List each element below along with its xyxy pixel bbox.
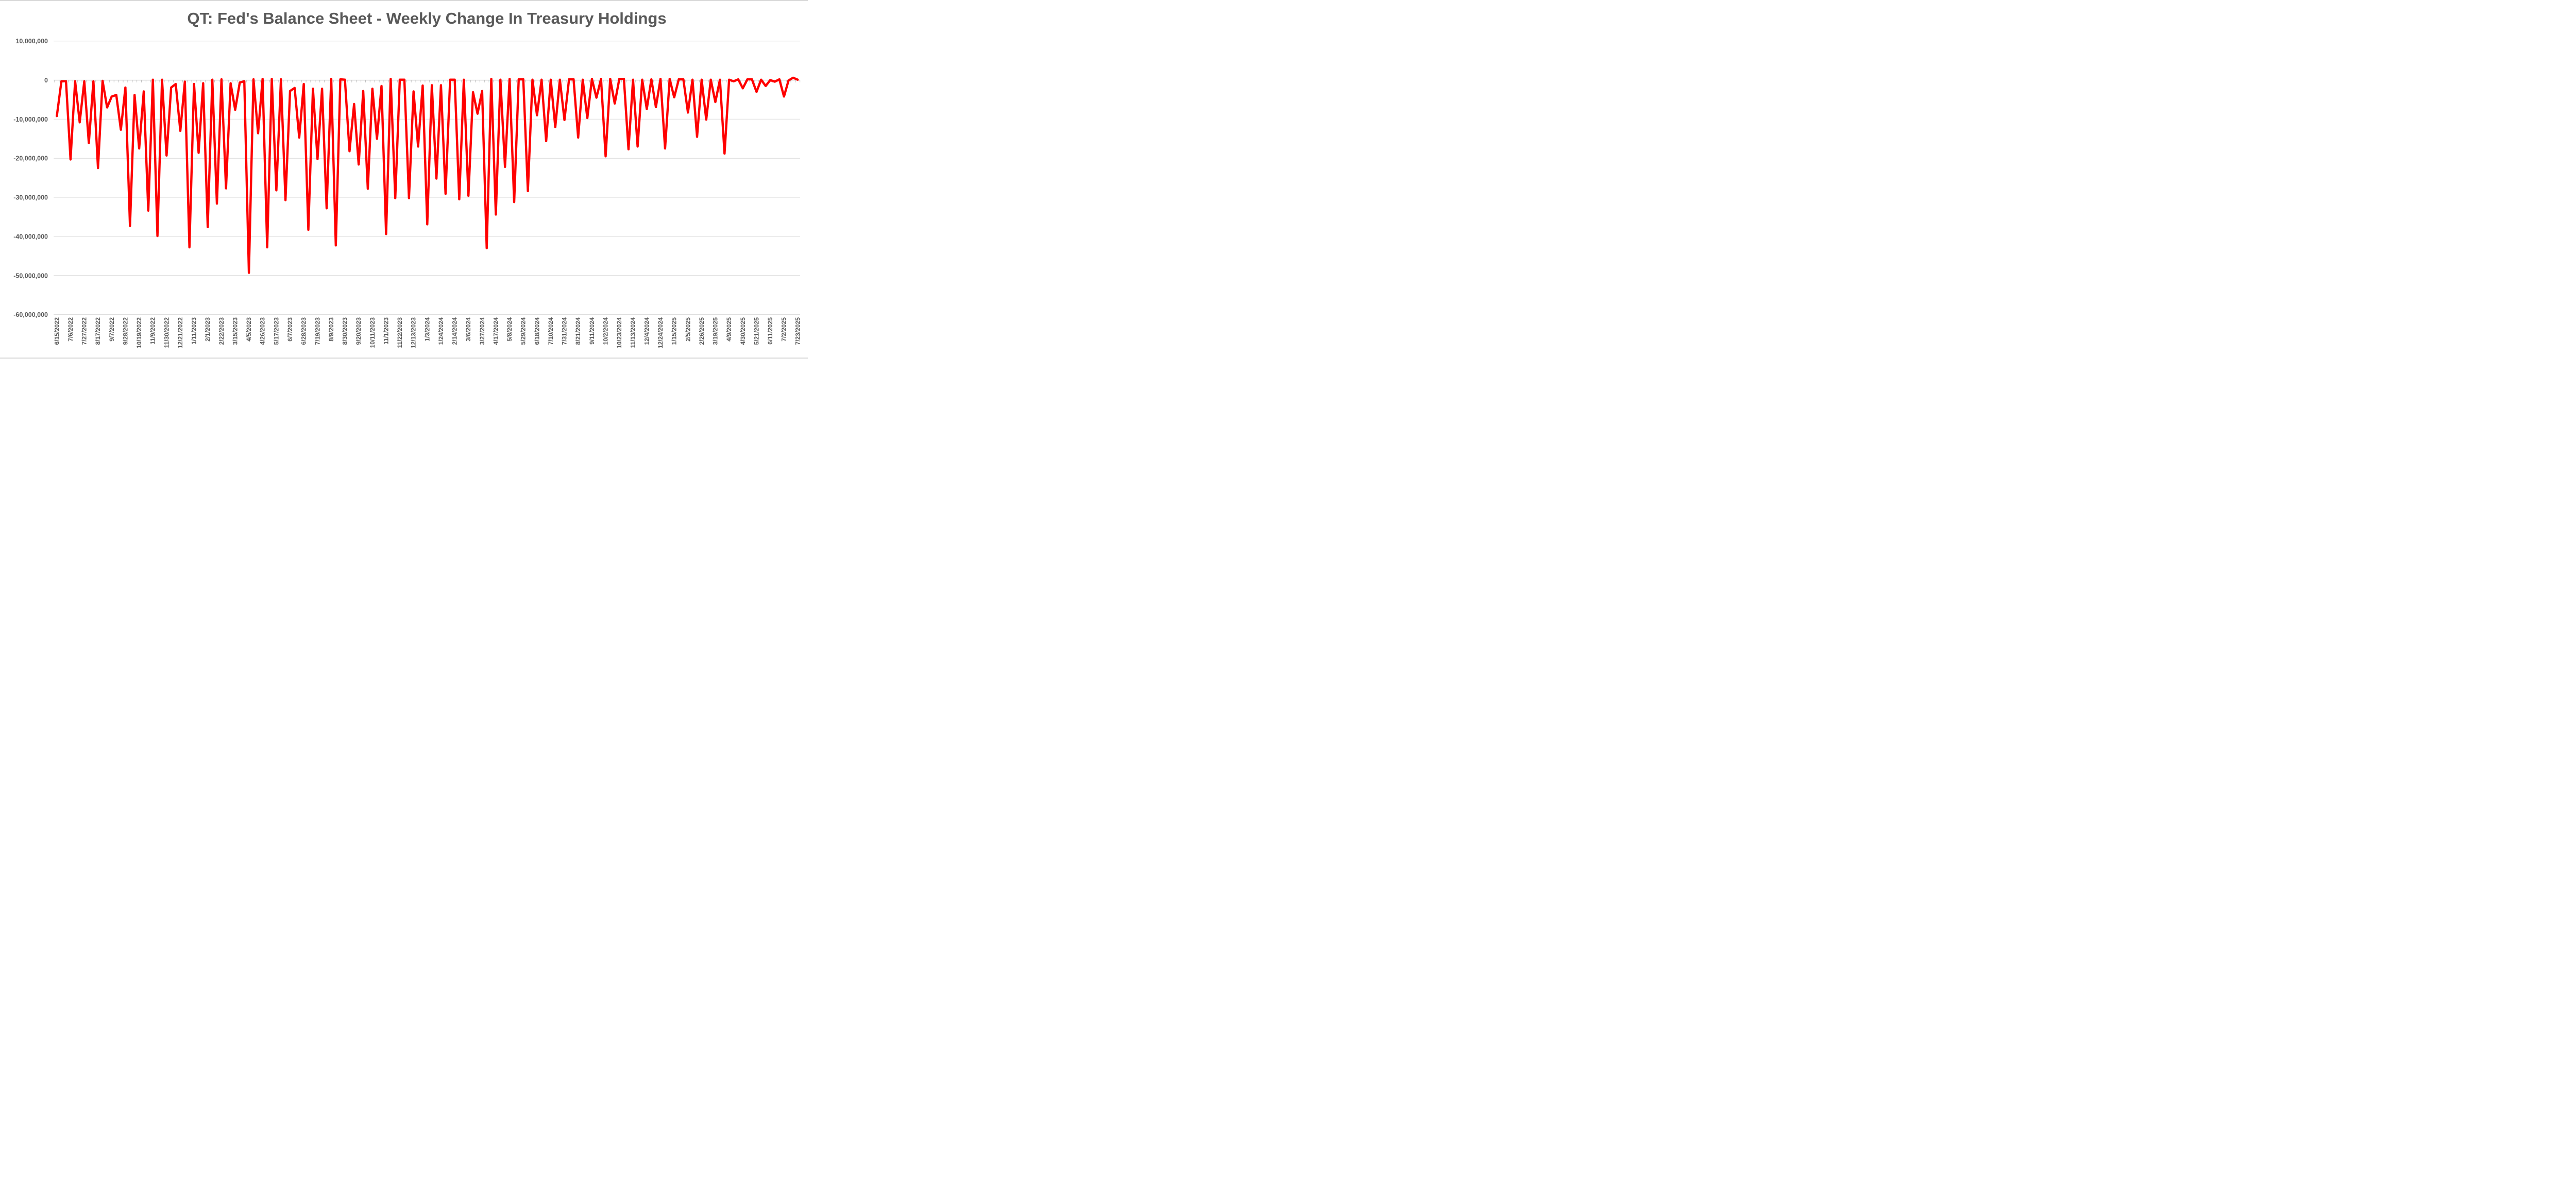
x-axis-label: 4/30/2025 [739,317,747,345]
x-axis-label: 5/29/2024 [520,317,527,345]
x-axis-label: 1/3/2024 [423,317,431,342]
x-axis-label: 6/15/2022 [53,317,60,345]
x-axis-label: 2/14/2024 [451,317,459,345]
x-axis-label: 11/9/2022 [149,317,157,345]
x-axis-label: 1/15/2025 [671,317,678,345]
x-axis-label: 5/21/2025 [753,317,760,345]
x-axis-label: 2/1/2023 [204,317,211,342]
x-axis-label: 12/24/2024 [657,317,664,348]
x-axis-label: 5/8/2024 [506,317,513,342]
x-axis-label: 11/1/2023 [382,317,389,345]
chart-frame: QT: Fed's Balance Sheet - Weekly Change … [0,0,808,359]
x-axis-label: 4/17/2024 [492,317,499,345]
x-axis-label: 5/17/2023 [273,317,280,345]
x-axis-label: 11/22/2023 [396,317,403,348]
x-axis-label: 4/9/2025 [725,317,733,342]
x-axis-label: 3/27/2024 [479,317,486,345]
x-axis-label: 10/2/2024 [602,317,609,345]
x-axis-label: 7/6/2022 [67,317,74,342]
chart-title: QT: Fed's Balance Sheet - Weekly Change … [187,9,667,27]
x-axis-label: 1/11/2023 [191,317,198,345]
x-axis-label: 2/22/2023 [218,317,225,345]
x-axis-label: 8/17/2022 [94,317,101,345]
y-axis-label: -60,000,000 [13,311,48,318]
y-axis-label: -20,000,000 [13,155,48,162]
x-axis-label: 7/10/2024 [547,317,554,345]
x-axis-label: 10/23/2024 [616,317,623,348]
y-axis-label: 0 [44,77,48,84]
x-axis-label: 12/13/2023 [410,317,417,348]
x-axis-label: 12/4/2024 [643,317,650,345]
x-axis-label: 2/5/2025 [684,317,691,342]
series-line-weekly-change-in-treasury-holdings [56,76,799,274]
x-axis-label: 3/15/2023 [232,317,239,345]
x-axis-label: 9/28/2022 [122,317,129,345]
x-axis-label: 8/21/2024 [574,317,582,345]
x-axis-label: 6/28/2023 [300,317,308,345]
x-axis-label: 7/2/2025 [781,317,788,342]
x-axis-label: 8/30/2023 [342,317,349,345]
x-axis-label: 6/11/2025 [767,317,774,345]
x-axis-label: 7/23/2025 [794,317,801,345]
x-axis-label: 4/5/2023 [245,317,252,342]
x-axis-label: 3/19/2025 [712,317,719,345]
x-axis-label: 11/13/2024 [630,317,637,348]
y-axis-label: -30,000,000 [13,194,48,201]
y-axis-label: 10,000,000 [15,38,48,45]
x-axis-label: 2/26/2025 [698,317,705,345]
y-axis-label: -50,000,000 [13,272,48,279]
x-axis-label: 3/6/2024 [465,317,472,342]
x-axis-label: 7/31/2024 [561,317,568,345]
x-axis-label: 10/11/2023 [369,317,376,348]
x-axis-label: 9/20/2023 [355,317,362,345]
x-axis-label: 6/7/2023 [286,317,294,342]
x-axis-label: 12/21/2022 [177,317,184,348]
y-axis-label: -40,000,000 [13,233,48,240]
x-axis-label: 9/11/2024 [588,317,596,345]
x-axis-label: 1/24/2024 [437,317,445,345]
x-axis-label: 8/9/2023 [328,317,335,342]
line-chart-plot: 10,000,000 0 -10,000,000 -20,000,000 -30,000… [13,38,801,348]
x-axis-label: 11/30/2022 [163,317,170,348]
y-axis-label: -10,000,000 [13,116,48,123]
x-axis-label: 4/26/2023 [259,317,266,345]
x-axis-label: 9/7/2022 [108,317,115,342]
x-axis-label: 6/18/2024 [533,317,540,345]
x-axis-label: 10/19/2022 [135,317,143,348]
x-axis-label: 7/19/2023 [314,317,321,345]
x-axis-label: 7/27/2022 [81,317,88,345]
